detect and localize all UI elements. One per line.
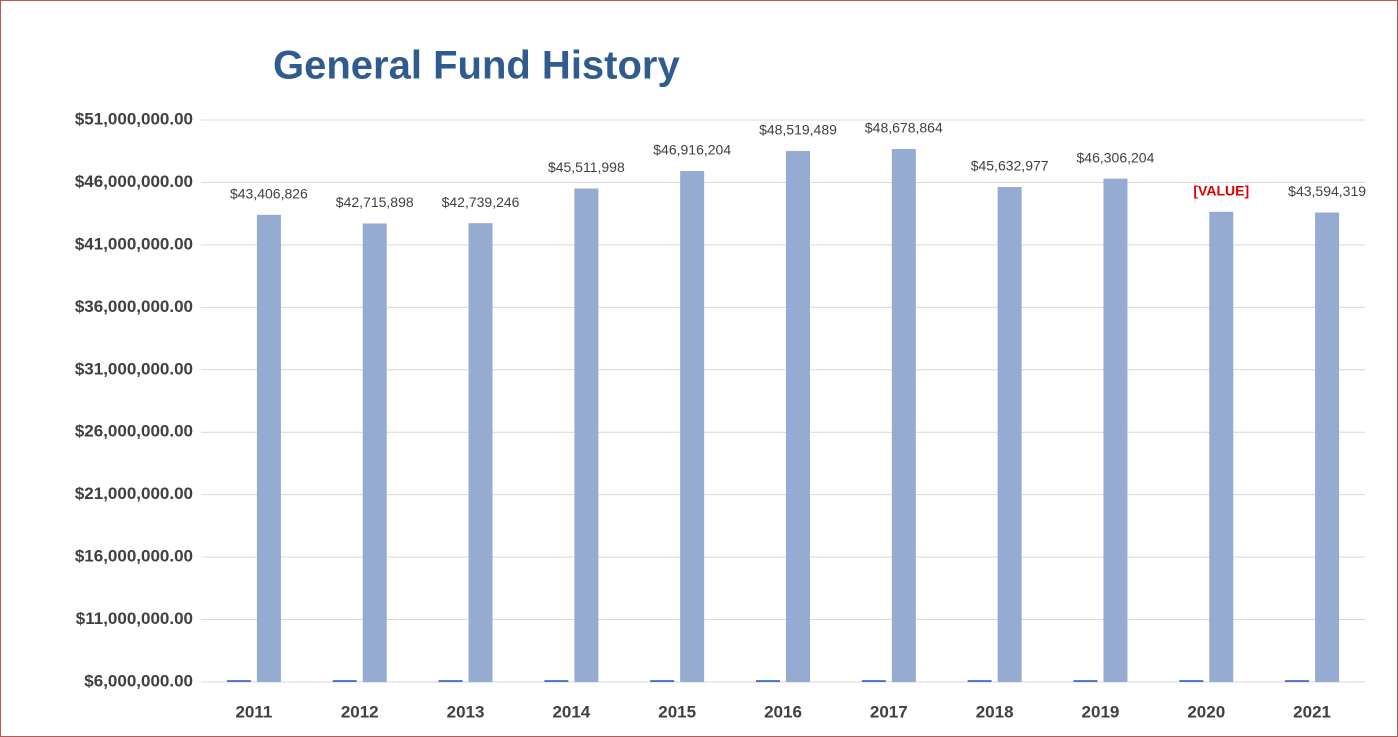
x-tick-label: 2018: [976, 702, 1014, 721]
data-label: $46,306,204: [1077, 149, 1155, 165]
bar: [650, 680, 675, 682]
y-tick-label: $41,000,000.00: [75, 234, 193, 253]
data-label: $45,511,998: [548, 159, 625, 175]
x-tick-label: 2011: [235, 702, 272, 721]
y-tick-label: $6,000,000.00: [84, 671, 193, 690]
x-tick-label: 2012: [341, 702, 379, 721]
bar: [861, 680, 886, 682]
bar: [891, 148, 916, 682]
y-tick-label: $26,000,000.00: [75, 422, 193, 441]
data-label: $45,632,977: [971, 158, 1049, 174]
data-label: $43,594,319: [1288, 183, 1366, 199]
y-tick-label: $11,000,000.00: [76, 609, 193, 628]
bar: [1285, 680, 1310, 682]
bar: [574, 188, 599, 682]
x-tick-label: 2017: [870, 702, 908, 721]
x-tick-label: 2015: [658, 702, 696, 721]
bar: [362, 223, 387, 682]
bar: [226, 680, 251, 682]
bar: [786, 150, 810, 682]
data-label: $48,678,864: [865, 120, 943, 136]
data-label: $42,739,246: [442, 194, 520, 210]
x-tick-label: 2016: [764, 702, 802, 721]
y-tick-label: $46,000,000.00: [75, 172, 193, 191]
bar: [438, 680, 463, 682]
x-tick-label: 2020: [1187, 702, 1225, 721]
bar: [468, 223, 493, 682]
bar: [544, 680, 569, 682]
chart-title: General Fund History: [273, 44, 680, 88]
x-tick-label: 2014: [552, 702, 590, 721]
x-tick-label: 2013: [447, 702, 485, 721]
x-tick-label: 2021: [1293, 702, 1331, 721]
data-label: [VALUE]: [1193, 182, 1249, 198]
bar: [332, 680, 357, 682]
bar: [967, 680, 992, 682]
y-tick-label: $16,000,000.00: [75, 547, 193, 566]
bar: [1103, 178, 1128, 682]
data-label: $46,916,204: [653, 142, 731, 158]
y-tick-label: $21,000,000.00: [75, 484, 193, 503]
bar: [1073, 680, 1098, 682]
bar: [256, 214, 281, 682]
bar: [1179, 680, 1204, 682]
bar: [1315, 212, 1340, 683]
y-tick-label: $36,000,000.00: [75, 297, 193, 316]
bar: [680, 171, 705, 682]
y-tick-label: $51,000,000.00: [75, 109, 193, 128]
bar: [1209, 211, 1234, 682]
data-label: $42,715,898: [336, 194, 414, 210]
data-label: $48,519,489: [759, 122, 837, 138]
data-label: $43,406,826: [230, 186, 308, 202]
y-tick-label: $31,000,000.00: [75, 359, 193, 378]
x-tick-label: 2019: [1082, 702, 1120, 721]
bar: [756, 680, 780, 682]
bar: [997, 187, 1022, 683]
